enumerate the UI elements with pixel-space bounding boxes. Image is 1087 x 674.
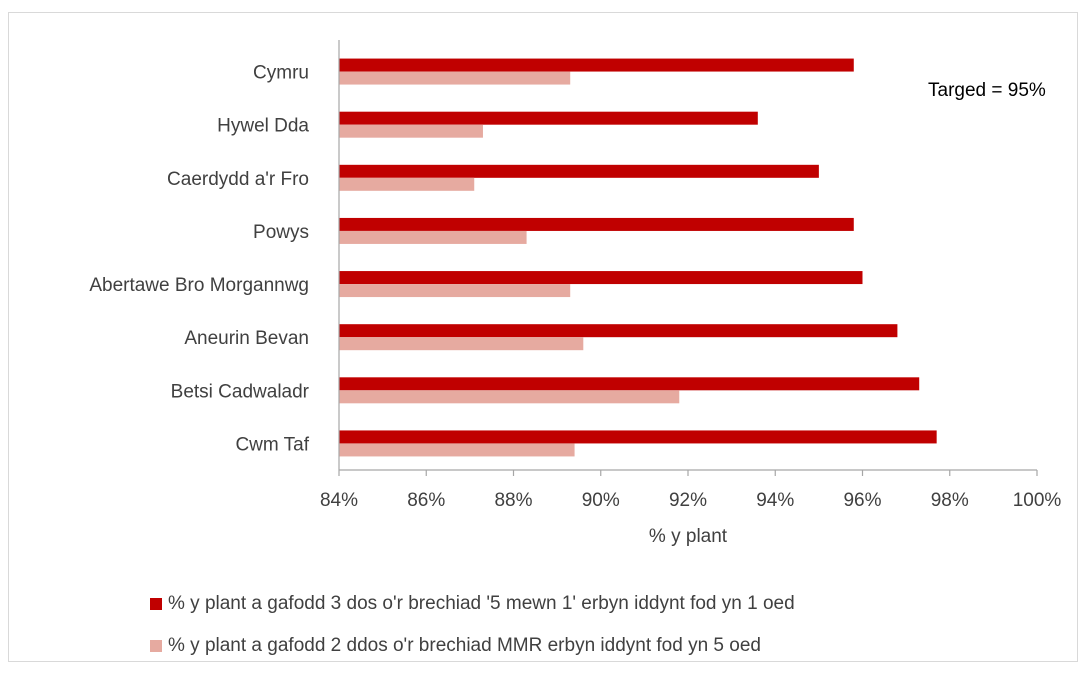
category-label-4: Abertawe Bro Morgannwg <box>89 275 309 296</box>
category-label-0: Cymru <box>253 63 309 84</box>
legend-item-series-1: % y plant a gafodd 3 dos o'r brechiad '5… <box>150 590 795 618</box>
bar-series-1-0 <box>339 58 854 72</box>
bar-series-1-3 <box>339 217 854 231</box>
x-tick-label-2: 88% <box>494 490 532 511</box>
x-tick-label-6: 96% <box>843 490 881 511</box>
bar-series-2-5 <box>339 337 584 351</box>
category-label-2: Caerdydd a'r Fro <box>167 169 309 190</box>
bar-series-1-7 <box>339 430 937 444</box>
bar-series-2-0 <box>339 71 571 85</box>
category-label-6: Betsi Cadwaladr <box>171 381 310 402</box>
bar-series-1-4 <box>339 271 863 285</box>
x-tick-label-1: 86% <box>407 490 445 511</box>
category-label-5: Aneurin Bevan <box>184 328 309 349</box>
x-tick-label-3: 90% <box>582 490 620 511</box>
x-tick-label-0: 84% <box>320 490 358 511</box>
legend-label-series-2: % y plant a gafodd 2 ddos o'r brechiad M… <box>168 635 761 656</box>
bar-series-2-4 <box>339 284 571 298</box>
legend-label-series-1: % y plant a gafodd 3 dos o'r brechiad '5… <box>168 593 795 614</box>
bar-series-2-3 <box>339 230 527 244</box>
legend-swatch-series-1 <box>150 598 162 610</box>
bar-series-1-1 <box>339 111 758 125</box>
x-tick-label-8: 100% <box>1013 490 1062 511</box>
x-axis-title: % y plant <box>649 526 728 547</box>
bar-series-1-2 <box>339 164 819 178</box>
legend-swatch-series-2 <box>150 640 162 652</box>
chart-legend: % y plant a gafodd 3 dos o'r brechiad '5… <box>150 590 795 674</box>
bar-series-1-5 <box>339 324 898 338</box>
target-annotation: Targed = 95% <box>928 80 1046 101</box>
legend-item-series-2: % y plant a gafodd 2 ddos o'r brechiad M… <box>150 632 795 660</box>
bar-series-2-6 <box>339 390 680 404</box>
bar-series-2-7 <box>339 443 575 457</box>
x-tick-label-5: 94% <box>756 490 794 511</box>
x-tick-label-7: 98% <box>931 490 969 511</box>
category-label-7: Cwm Taf <box>235 434 309 455</box>
category-label-1: Hywel Dda <box>217 116 309 137</box>
bar-series-2-1 <box>339 124 483 138</box>
bar-series-2-2 <box>339 177 475 191</box>
category-label-3: Powys <box>253 222 309 243</box>
x-tick-label-4: 92% <box>669 490 707 511</box>
bar-series-1-6 <box>339 377 920 391</box>
chart-frame <box>8 12 1078 662</box>
